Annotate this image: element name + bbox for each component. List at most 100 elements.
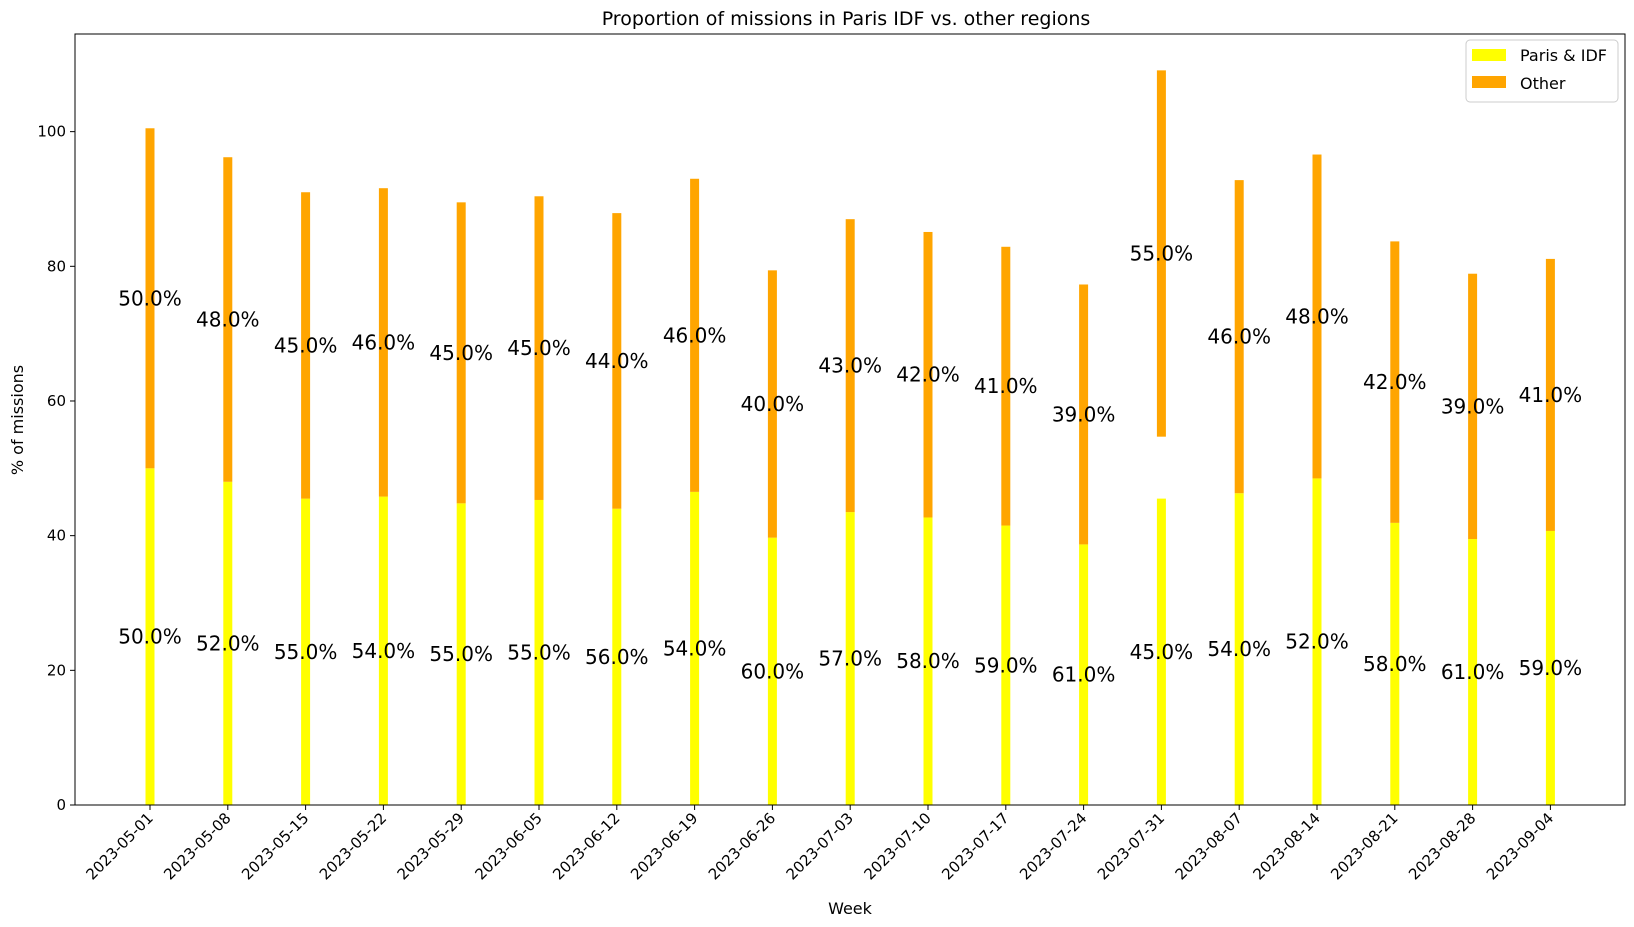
data-label-other: 42.0% xyxy=(896,363,960,387)
chart-title: Proportion of missions in Paris IDF vs. … xyxy=(602,8,1091,30)
y-tick-label: 20 xyxy=(47,661,66,679)
y-tick-label: 40 xyxy=(47,527,66,545)
data-label-other: 39.0% xyxy=(1052,402,1116,426)
bar-paris-idf xyxy=(1079,544,1089,805)
x-tick-label: 2023-06-26 xyxy=(705,809,779,883)
bar-paris-idf xyxy=(1545,530,1555,805)
bar-other xyxy=(923,231,933,518)
data-label-other: 41.0% xyxy=(1519,383,1583,407)
data-label-paris-idf: 58.0% xyxy=(1363,652,1427,676)
x-tick-label: 2023-08-14 xyxy=(1249,809,1323,883)
legend: Paris & IDF Other xyxy=(1465,39,1619,103)
bar-other xyxy=(378,188,388,497)
data-label-paris-idf: 55.0% xyxy=(274,640,338,664)
x-tick-label: 2023-07-24 xyxy=(1016,809,1090,883)
data-label-other: 45.0% xyxy=(274,333,338,357)
x-tick-label: 2023-07-03 xyxy=(783,809,857,883)
data-label-other: 44.0% xyxy=(585,349,649,373)
bar-paris-idf xyxy=(1468,539,1478,805)
y-tick-label: 60 xyxy=(47,392,66,410)
legend-label-other: Other xyxy=(1520,74,1566,93)
data-label-other: 41.0% xyxy=(974,374,1038,398)
bar-paris-idf xyxy=(301,498,311,805)
bar-paris-idf xyxy=(534,499,544,805)
data-label-paris-idf: 59.0% xyxy=(974,653,1038,677)
data-label-paris-idf: 52.0% xyxy=(1285,630,1349,654)
bar-other xyxy=(1312,154,1322,479)
bar-paris-idf xyxy=(1390,522,1400,805)
bar-other xyxy=(690,178,700,492)
y-tick-label: 80 xyxy=(47,257,66,275)
bar-other xyxy=(1156,70,1166,437)
data-label-paris-idf: 59.0% xyxy=(1519,656,1583,680)
data-label-paris-idf: 61.0% xyxy=(1052,663,1116,687)
x-tick-label: 2023-08-21 xyxy=(1327,809,1401,883)
data-label-paris-idf: 60.0% xyxy=(741,659,805,683)
x-tick-label: 2023-05-01 xyxy=(82,809,156,883)
x-axis-label: Week xyxy=(828,899,873,918)
x-tick-label: 2023-07-17 xyxy=(938,809,1012,883)
bar-paris-idf xyxy=(378,496,388,805)
bar-paris-idf xyxy=(612,508,622,805)
bar-other xyxy=(1001,246,1011,526)
data-label-other: 48.0% xyxy=(196,308,260,332)
bar-other xyxy=(456,202,466,504)
data-label-other: 39.0% xyxy=(1441,394,1505,418)
data-label-other: 45.0% xyxy=(507,336,571,360)
bar-other xyxy=(1468,273,1478,540)
data-label-paris-idf: 58.0% xyxy=(896,649,960,673)
bar-paris-idf xyxy=(145,468,155,805)
bar-paris-idf xyxy=(767,537,777,805)
legend-label-paris: Paris & IDF xyxy=(1520,46,1607,65)
x-tick-label: 2023-06-05 xyxy=(471,809,545,883)
x-tick-label: 2023-06-19 xyxy=(627,809,701,883)
bar-other xyxy=(612,213,622,509)
data-label-paris-idf: 61.0% xyxy=(1441,660,1505,684)
bar-other xyxy=(145,128,155,469)
bar-paris-idf xyxy=(1312,478,1322,805)
x-tick-label: 2023-05-08 xyxy=(160,809,234,883)
x-tick-label: 2023-08-28 xyxy=(1405,809,1479,883)
x-tick-label: 2023-07-10 xyxy=(860,809,934,883)
data-label-other: 46.0% xyxy=(663,323,727,347)
data-label-other: 46.0% xyxy=(352,330,416,354)
bar-paris-idf xyxy=(845,512,855,805)
bar-other xyxy=(845,219,855,513)
bar-paris-idf xyxy=(1234,493,1244,805)
legend-swatch-other xyxy=(1472,76,1506,88)
y-tick-label: 100 xyxy=(37,123,66,141)
data-label-other: 50.0% xyxy=(118,286,182,310)
x-tick-label: 2023-06-12 xyxy=(549,809,623,883)
y-axis: 0 20 40 60 80 100 xyxy=(37,123,75,814)
bar-other xyxy=(1390,241,1400,523)
bar-paris-idf xyxy=(1001,525,1011,805)
bar-paris-idf xyxy=(690,491,700,805)
bar-other xyxy=(301,192,311,499)
y-tick-label: 0 xyxy=(56,796,66,814)
bar-other xyxy=(1545,258,1555,531)
data-label-paris-idf: 55.0% xyxy=(429,642,493,666)
bar-other xyxy=(534,196,544,500)
bars-group xyxy=(145,70,1555,805)
data-label-other: 42.0% xyxy=(1363,370,1427,394)
x-tick-label: 2023-05-29 xyxy=(394,809,468,883)
data-label-paris-idf: 55.0% xyxy=(507,640,571,664)
y-axis-label: % of missions xyxy=(8,365,27,475)
data-labels-group: 50.0% 50.0% 52.0% 48.0% 55.0% 45.0% 54.0% 46.0%… xyxy=(118,242,1582,687)
bar-other xyxy=(1079,284,1089,545)
x-tick-label: 2023-09-04 xyxy=(1483,809,1557,883)
legend-swatch-paris xyxy=(1472,49,1506,61)
data-label-other: 40.0% xyxy=(741,392,805,416)
data-label-paris-idf: 50.0% xyxy=(118,625,182,649)
x-tick-label: 2023-05-15 xyxy=(238,809,312,883)
data-label-other: 43.0% xyxy=(818,354,882,378)
bar-other xyxy=(223,157,233,482)
x-tick-label: 2023-08-07 xyxy=(1172,809,1246,883)
bar-paris-idf xyxy=(1156,498,1166,805)
x-axis: 2023-05-01 2023-05-08 2023-05-15 2023-05-22… xyxy=(82,805,1557,883)
data-label-other: 48.0% xyxy=(1285,304,1349,328)
x-tick-label: 2023-05-22 xyxy=(316,809,390,883)
bar-other xyxy=(1234,180,1244,494)
data-label-other: 45.0% xyxy=(429,341,493,365)
